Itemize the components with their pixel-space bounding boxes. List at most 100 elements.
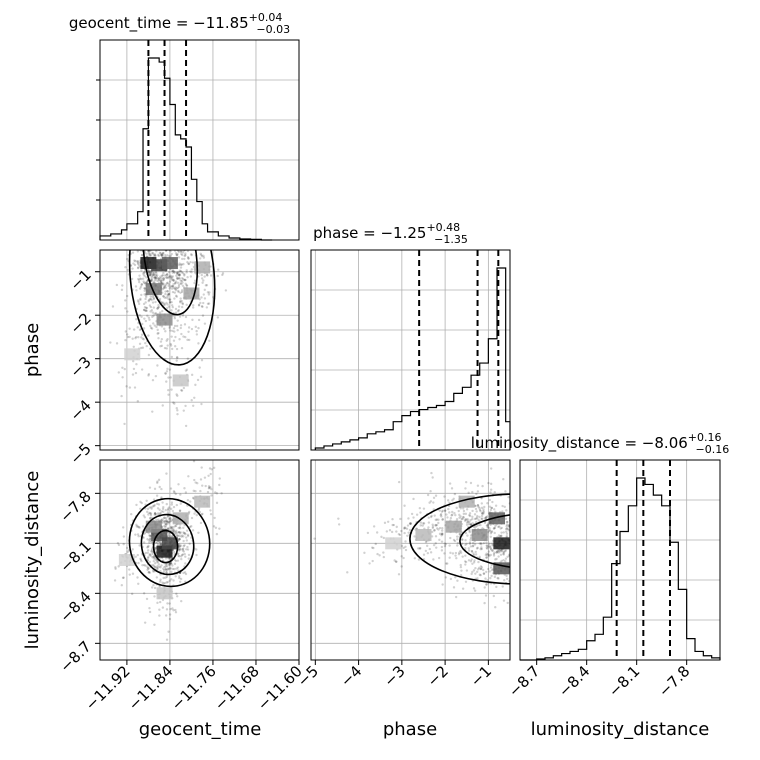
panel-phase-lum-sample-point xyxy=(513,536,515,538)
panel-geocent-phase-sample-point xyxy=(174,288,178,292)
panel-phase-lum-sample-point xyxy=(469,523,472,526)
panel-phase-lum-sample-point xyxy=(547,549,549,551)
panel-geocent-lum-sample-point xyxy=(189,500,192,503)
panel-phase-lum-sample-point xyxy=(553,535,555,537)
panel-phase-lum-sample-point xyxy=(409,522,412,526)
panel-geocent-phase-sample-point xyxy=(184,335,187,339)
panel-geocent-phase-sample-point xyxy=(175,277,179,280)
panel-phase-lum-sample-point xyxy=(523,530,525,532)
panel-geocent-lum-sample-point xyxy=(142,514,145,517)
panel-phase-lum-sample-point xyxy=(590,562,592,564)
panel-geocent-lum-sample-point xyxy=(175,567,178,570)
panel-phase-lum-sample-point xyxy=(541,551,543,553)
panel-phase-lum-sample-point xyxy=(500,531,503,534)
panel-phase-lum-sample-point xyxy=(495,585,498,589)
panel-geocent-lum-sample-point xyxy=(209,509,212,512)
panel-geocent-phase-sample-point xyxy=(134,337,137,340)
panel-phase-lum-sample-point xyxy=(375,531,379,534)
panel-phase-lum-sample-point xyxy=(515,568,517,570)
panel-geocent-phase-sample-point xyxy=(176,281,180,285)
panel-geocent-lum-sample-point xyxy=(188,542,191,546)
panel-phase-lum-marks xyxy=(313,467,592,609)
panel-geocent-phase-sample-point xyxy=(135,362,138,366)
panel-phase-lum-sample-point xyxy=(366,531,370,535)
panel-geocent-phase-sample-point xyxy=(132,250,134,251)
panel-phase-lum-sample-point xyxy=(458,532,461,536)
panel-phase-lum-sample-point xyxy=(479,567,482,571)
panel-geocent-phase-sample-point xyxy=(156,307,159,310)
panel-geocent-phase-sample-point xyxy=(155,241,157,243)
panel-geocent-phase-sample-point xyxy=(158,311,162,314)
panel-geocent-lum-sample-point xyxy=(175,503,179,507)
panel-geocent-lum-sample-point xyxy=(182,539,185,543)
panel-geocent-lum-sample-point xyxy=(166,508,170,512)
panel-phase-lum-sample-point xyxy=(482,572,486,575)
panel-geocent-lum-sample-point xyxy=(158,608,161,611)
panel-phase-lum-sample-point xyxy=(510,494,512,496)
panel-geocent-lum-sample-point xyxy=(139,558,143,562)
panel-phase-lum-sample-point xyxy=(459,551,463,554)
panel-phase-lum-sample-point xyxy=(547,533,549,535)
panel-phase-lum-sample-point xyxy=(437,518,440,521)
panel-phase-lum-sample-point xyxy=(517,550,519,552)
panel-geocent-lum-sample-point xyxy=(147,544,150,548)
panel-phase-lum-sample-point xyxy=(454,513,457,517)
panel-geocent-phase-sample-point xyxy=(170,347,174,351)
panel-geocent-lum-sample-point xyxy=(192,460,196,463)
panel-geocent-phase-sample-point xyxy=(216,274,219,278)
panel-phase-lum-sample-point xyxy=(489,548,493,551)
panel-geocent-phase-sample-point xyxy=(165,347,168,350)
panel-geocent-phase-sample-point xyxy=(165,307,169,310)
panel-phase-lum-sample-point xyxy=(527,527,529,529)
panel-geocent-phase-sample-point xyxy=(138,264,141,267)
panel-geocent-phase-sample-point xyxy=(136,231,138,233)
panel-phase-lum-sample-point xyxy=(443,542,446,545)
panel-phase-lum-sample-point xyxy=(484,516,488,519)
panel-geocent-phase-sample-point xyxy=(123,367,126,371)
panel-phase-lum-sample-point xyxy=(541,562,543,564)
panel-geocent-lum-sample-point xyxy=(148,537,152,540)
panel-geocent-phase-sample-point xyxy=(179,250,183,254)
panel-phase-lum-sample-point xyxy=(448,544,451,547)
panel-geocent-lum-sample-point xyxy=(148,606,151,610)
panel-phase-lum-sample-point xyxy=(489,508,493,512)
panel-phase-lum-sample-point xyxy=(390,530,394,534)
panel-geocent-lum-sample-point xyxy=(178,575,181,578)
panel-geocent-phase-sample-point xyxy=(152,298,155,301)
panel-geocent-phase-sample-point xyxy=(136,299,140,302)
panel-geocent-lum-sample-point xyxy=(139,500,142,504)
panel-phase-lum-sample-point xyxy=(478,515,481,519)
panel-geocent-phase-sample-point xyxy=(132,359,135,363)
panel-phase-lum-sample-point xyxy=(400,565,403,568)
panel-geocent-phase-sample-point xyxy=(156,332,159,335)
panel-geocent-phase-sample-point xyxy=(167,270,171,274)
panel-geocent-phase-sample-point xyxy=(146,314,149,317)
panel-geocent-phase-sample-point xyxy=(179,266,183,269)
panel-phase-lum-sample-point xyxy=(464,539,467,542)
panel-geocent-phase-density-cell xyxy=(194,261,211,274)
panel-phase-lum-sample-point xyxy=(480,506,484,510)
panel-geocent-lum-sample-point xyxy=(173,558,176,561)
panel-phase-lum-sample-point xyxy=(485,556,489,559)
panel-phase-lum-sample-point xyxy=(538,529,540,531)
panel-geocent-phase-sample-point xyxy=(148,318,151,322)
panel-geocent-phase-sample-point xyxy=(156,364,159,367)
panel-geocent-phase-sample-point xyxy=(178,274,181,277)
panel-phase-lum-sample-point xyxy=(481,512,484,515)
hist-phase-bin xyxy=(411,412,420,450)
panel-geocent-lum-sample-point xyxy=(164,557,168,560)
panel-geocent-phase-sample-point xyxy=(138,342,142,346)
panel-geocent-phase-sample-point xyxy=(169,254,173,258)
panel-geocent-lum-sample-point xyxy=(131,548,134,551)
panel-phase-lum-sample-point xyxy=(461,517,464,521)
axis-luminosity-distance-y-ytick-label: −7.8 xyxy=(56,487,94,525)
panel-geocent-lum-sample-point xyxy=(159,578,162,581)
axis-luminosity-distance-xtick-label: −8.7 xyxy=(505,662,543,700)
panel-geocent-phase-sample-point xyxy=(170,300,173,304)
panel-geocent-lum-sample-point xyxy=(153,487,157,491)
panel-geocent-lum-sample-point xyxy=(215,501,219,505)
panel-geocent-phase-sample-point xyxy=(190,327,194,331)
panel-phase-lum-sample-point xyxy=(515,544,517,546)
panel-geocent-phase-sample-point xyxy=(181,253,184,257)
panel-geocent-lum-sample-point xyxy=(167,630,170,633)
